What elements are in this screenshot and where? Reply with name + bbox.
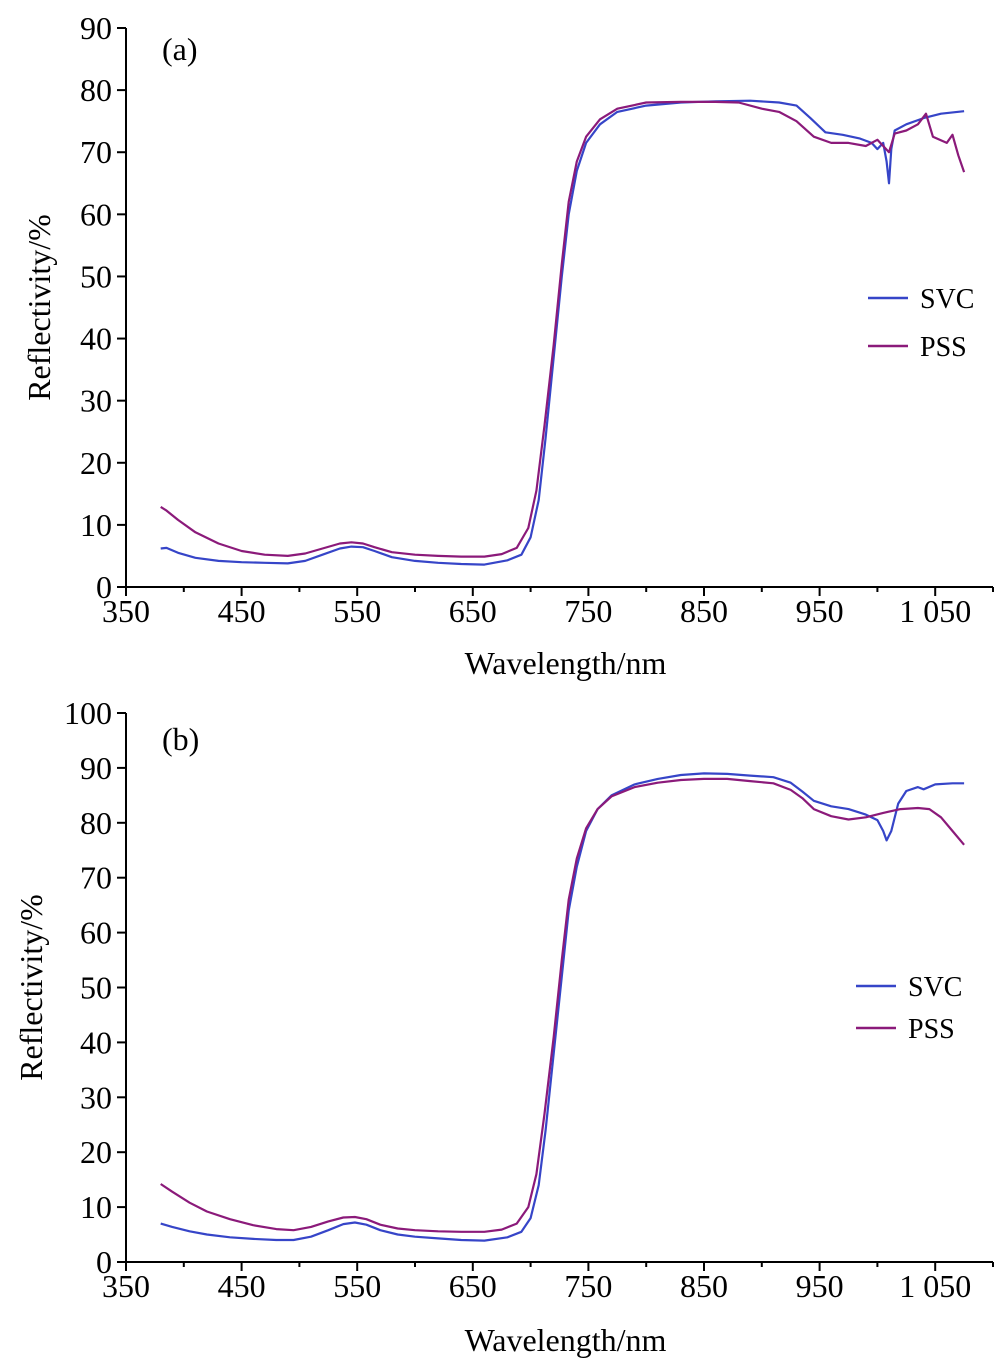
chart-b-legend-label-svc: SVC — [908, 972, 962, 1003]
chart-b-y-axis-title: Reflectivity/% — [13, 894, 49, 1081]
chart-a-y-tick-label: 30 — [80, 383, 112, 419]
chart-a-y-tick-label: 80 — [80, 72, 112, 108]
chart-b-legend: SVC PSS — [856, 972, 962, 1045]
chart-b-y-tick-label: 60 — [80, 915, 112, 951]
chart-b: 350 450 550 650 750 850 950 1 050 0 10 20 30 40 50 60 7… — [13, 695, 994, 1358]
chart-b-y-tick-label: 0 — [96, 1244, 112, 1280]
chart-b-x-tick-label: 1 050 — [899, 1268, 971, 1304]
chart-b-x-tick-label: 850 — [680, 1268, 728, 1304]
chart-a: 350 450 550 650 750 850 950 1 050 0 10 20 30 40 50 60 7… — [21, 10, 994, 681]
chart-b-y-tick-label: 70 — [80, 860, 112, 896]
chart-a-y-tick-label: 90 — [80, 10, 112, 46]
chart-a-legend: SVC PSS — [868, 284, 974, 363]
chart-a-y-tick-label: 40 — [80, 321, 112, 357]
chart-a-y-tick-label: 50 — [80, 258, 112, 294]
chart-a-y-tick-label: 70 — [80, 134, 112, 170]
chart-a-x-tick-label: 1 050 — [899, 593, 971, 629]
chart-a-x-tick-label: 350 — [102, 593, 150, 629]
chart-b-series-svc-line — [160, 772, 965, 1242]
chart-a-x-tick-label: 950 — [796, 593, 844, 629]
chart-a-legend-label-pss: PSS — [920, 332, 967, 363]
chart-a-x-tick-label: 450 — [218, 593, 266, 629]
chart-b-x-tick-label: 350 — [102, 1268, 150, 1304]
chart-a-x-tick-label: 650 — [449, 593, 497, 629]
chart-b-panel-label: (b) — [162, 721, 199, 757]
chart-a-x-axis-title: Wavelength/nm — [465, 645, 667, 681]
chart-a-series-pss-line — [160, 100, 966, 558]
chart-b-y-tick-label: 20 — [80, 1134, 112, 1170]
chart-a-x-tick-label: 750 — [564, 593, 612, 629]
chart-a-series-svc-line — [160, 99, 965, 566]
chart-b-y-tick-label: 90 — [80, 750, 112, 786]
chart-b-legend-label-pss: PSS — [908, 1014, 955, 1045]
chart-b-series-pss-line — [160, 777, 965, 1233]
chart-b-x-tick-label: 650 — [449, 1268, 497, 1304]
chart-b-x-tick-label: 750 — [564, 1268, 612, 1304]
chart-a-y-tick-label: 10 — [80, 507, 112, 543]
chart-a-y-axis-title: Reflectivity/% — [21, 214, 57, 401]
chart-a-x-tick-label: 550 — [333, 593, 381, 629]
chart-b-y-tick-label: 30 — [80, 1079, 112, 1115]
chart-b-x-axis-title: Wavelength/nm — [465, 1322, 667, 1358]
chart-b-x-tick-label: 450 — [218, 1268, 266, 1304]
chart-b-x-tick-label: 950 — [796, 1268, 844, 1304]
chart-b-y-tick-label: 10 — [80, 1189, 112, 1225]
chart-a-legend-label-svc: SVC — [920, 284, 974, 315]
chart-a-x-tick-label: 850 — [680, 593, 728, 629]
chart-a-panel-label: (a) — [162, 31, 198, 67]
chart-a-y-tick-label: 0 — [96, 569, 112, 605]
chart-b-y-tick-label: 50 — [80, 970, 112, 1006]
chart-b-y-tick-label: 100 — [64, 695, 112, 731]
chart-b-y-tick-label: 40 — [80, 1024, 112, 1060]
chart-a-y-tick-label: 20 — [80, 445, 112, 481]
chart-a-y-tick-label: 60 — [80, 196, 112, 232]
chart-b-y-tick-label: 80 — [80, 805, 112, 841]
chart-b-x-tick-label: 550 — [333, 1268, 381, 1304]
